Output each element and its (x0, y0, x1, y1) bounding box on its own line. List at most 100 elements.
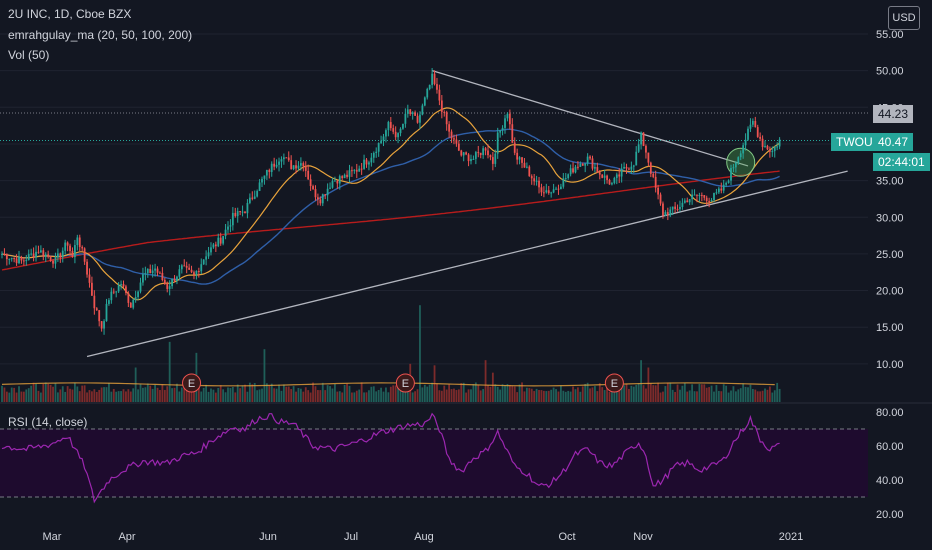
volume-bar (414, 391, 416, 402)
rsi-indicator-legend[interactable]: RSI (14, close) (8, 415, 88, 429)
volume-bar (246, 391, 249, 402)
candle-body (251, 197, 254, 199)
volume-bar (185, 390, 188, 402)
symbol-legend[interactable]: 2U INC, 1D, Cboe BZX (8, 7, 132, 21)
candle-body (197, 271, 200, 273)
volume-bar (151, 388, 154, 402)
volume-bar (54, 383, 57, 402)
candle-body (487, 150, 489, 156)
volume-bar (460, 383, 463, 402)
volume-bar (574, 389, 577, 402)
volume-bar (278, 384, 280, 402)
currency-button[interactable]: USD (888, 6, 920, 30)
volume-bars (1, 305, 781, 402)
candle-body (404, 113, 407, 124)
volume-bar (394, 385, 397, 402)
volume-indicator-legend[interactable]: Vol (50) (8, 48, 50, 62)
volume-bar (419, 305, 421, 402)
volume-bar (39, 392, 42, 402)
candle-body (662, 203, 664, 216)
volume-bar (657, 382, 659, 402)
earnings-marker (604, 373, 624, 393)
ma-indicator-legend[interactable]: emrahgulay_ma (20, 50, 100, 200) (8, 28, 193, 42)
volume-bar (669, 382, 672, 402)
volume-bar (377, 389, 380, 402)
candle-body (263, 175, 266, 179)
candle-body (1, 253, 3, 255)
volume-bar (399, 389, 402, 402)
volume-bar (489, 386, 492, 402)
volume-bar (74, 382, 76, 402)
volume-bar (703, 384, 706, 402)
candle-body (618, 174, 621, 177)
candle-body (117, 285, 120, 292)
candle-body (766, 145, 769, 150)
volume-bar (681, 385, 684, 402)
volume-bar (482, 389, 485, 402)
candle-body (730, 168, 732, 181)
candle-body (742, 145, 745, 154)
candle-body (664, 212, 667, 216)
candle-body (555, 188, 557, 190)
candle-body (377, 143, 380, 152)
volume-bar (183, 388, 186, 402)
candle-body (754, 120, 757, 128)
volume-bar (343, 384, 346, 402)
candle-body (261, 178, 263, 183)
volume-bar (637, 383, 640, 402)
volume-bar (309, 392, 312, 402)
volume-bar (664, 386, 667, 402)
candle-body (334, 180, 336, 182)
candle-body (351, 170, 353, 172)
price-tick-label: 35.00 (876, 176, 904, 188)
volume-bar (83, 385, 86, 402)
candle-body (528, 166, 531, 177)
volume-bar (540, 390, 543, 402)
volume-bar (499, 389, 502, 402)
candle-body (462, 152, 465, 156)
volume-bar (596, 391, 599, 402)
candle-body (394, 131, 397, 138)
volume-bar (611, 391, 613, 402)
candle-body (392, 128, 395, 132)
candle-body (761, 138, 764, 147)
volume-bar (163, 389, 166, 402)
volume-bar (603, 390, 606, 402)
candle-body (193, 272, 195, 275)
volume-bar (705, 387, 708, 402)
candle-body (273, 163, 276, 167)
volume-bar (676, 384, 679, 402)
candle-body (54, 257, 57, 264)
grid (0, 33, 932, 498)
volume-bar (584, 383, 587, 402)
candle-body (49, 256, 52, 261)
time-tick-label: Oct (558, 531, 575, 543)
price-tick-label: 20.00 (876, 286, 904, 298)
volume-bar (404, 385, 407, 402)
candle-body (285, 157, 288, 159)
candle-body (501, 127, 504, 131)
volume-bar (457, 389, 460, 402)
volume-bar (227, 387, 229, 402)
candle-body (241, 211, 244, 213)
volume-bar (440, 390, 443, 402)
candle-body (737, 157, 740, 163)
candle-body (484, 148, 487, 151)
volume-bar (613, 386, 616, 402)
candle-body (739, 153, 742, 158)
candle-body (137, 291, 139, 298)
candle-body (423, 97, 426, 106)
volume-bar (659, 392, 662, 402)
volume-bar (389, 386, 392, 402)
candle-body (248, 197, 251, 203)
candle-body (270, 163, 273, 172)
candle-body (88, 274, 91, 283)
candle-body (30, 253, 33, 255)
candle-body (15, 258, 18, 264)
candle-body (132, 299, 135, 308)
candle-body (282, 157, 285, 160)
volume-bar (321, 382, 324, 402)
candle-body (489, 155, 492, 158)
rsi-line (1, 412, 780, 504)
